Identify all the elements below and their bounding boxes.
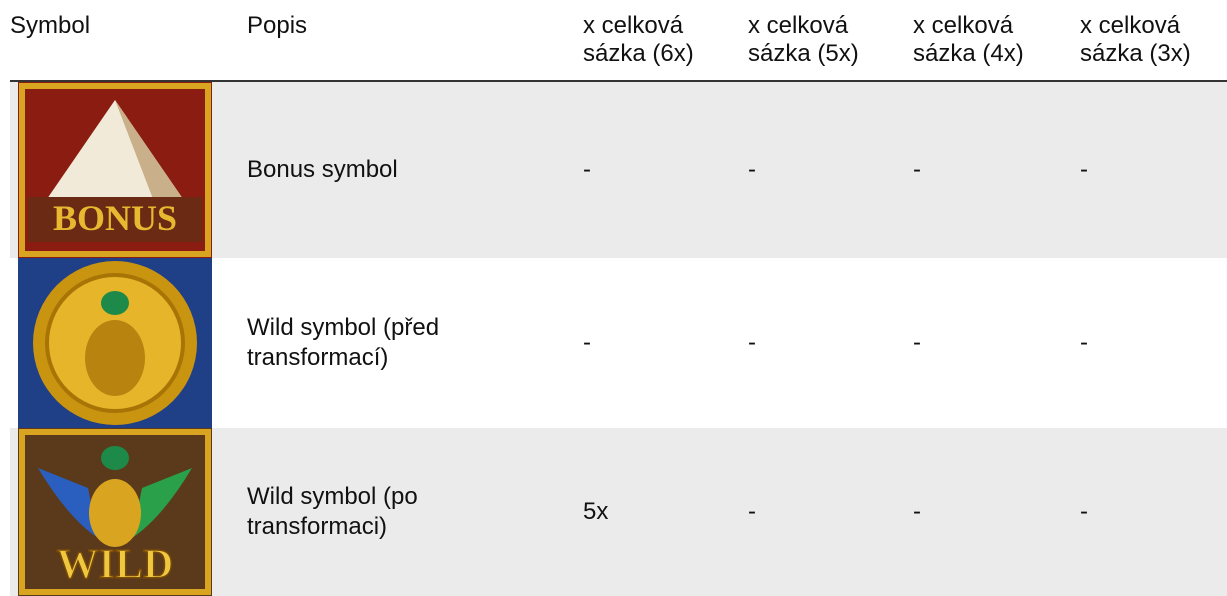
- payout: -: [583, 156, 591, 183]
- payout: -: [748, 329, 756, 356]
- payout: -: [748, 156, 756, 183]
- header-cell: Symbol: [10, 12, 91, 39]
- icon-label: WILD: [57, 542, 174, 588]
- table-row: BONUS Bonus symbol - - - -: [10, 82, 1227, 258]
- payout: 5x: [583, 498, 609, 525]
- payout: -: [1080, 329, 1088, 356]
- payout: -: [748, 498, 756, 525]
- payout: -: [1080, 156, 1088, 183]
- payout: -: [913, 156, 921, 183]
- payout: -: [583, 329, 591, 356]
- header-rule: [10, 80, 1227, 82]
- symbol-icon: [18, 258, 212, 428]
- table-row: WILD Wild symbol (po transformaci) 5x - …: [10, 428, 1227, 596]
- header-cell: x celková sázka (5x): [748, 12, 859, 67]
- header-cell: x celková sázka (6x): [583, 12, 694, 67]
- symbol-icon: WILD: [18, 428, 212, 596]
- payout: -: [913, 498, 921, 525]
- icon-label: BONUS: [53, 198, 177, 238]
- payout: -: [913, 329, 921, 356]
- header-cell: Popis: [247, 12, 308, 39]
- table-row: Wild symbol (před transformací) - - - -: [10, 258, 1227, 428]
- header-cell: x celková sázka (4x): [913, 12, 1024, 67]
- description: Wild symbol (před transformací): [247, 314, 440, 371]
- description: Bonus symbol: [247, 156, 398, 183]
- symbol-icon: BONUS: [18, 82, 212, 258]
- description: Wild symbol (po transformaci): [247, 483, 418, 540]
- payout: -: [1080, 498, 1088, 525]
- header-cell: x celková sázka (3x): [1080, 12, 1191, 67]
